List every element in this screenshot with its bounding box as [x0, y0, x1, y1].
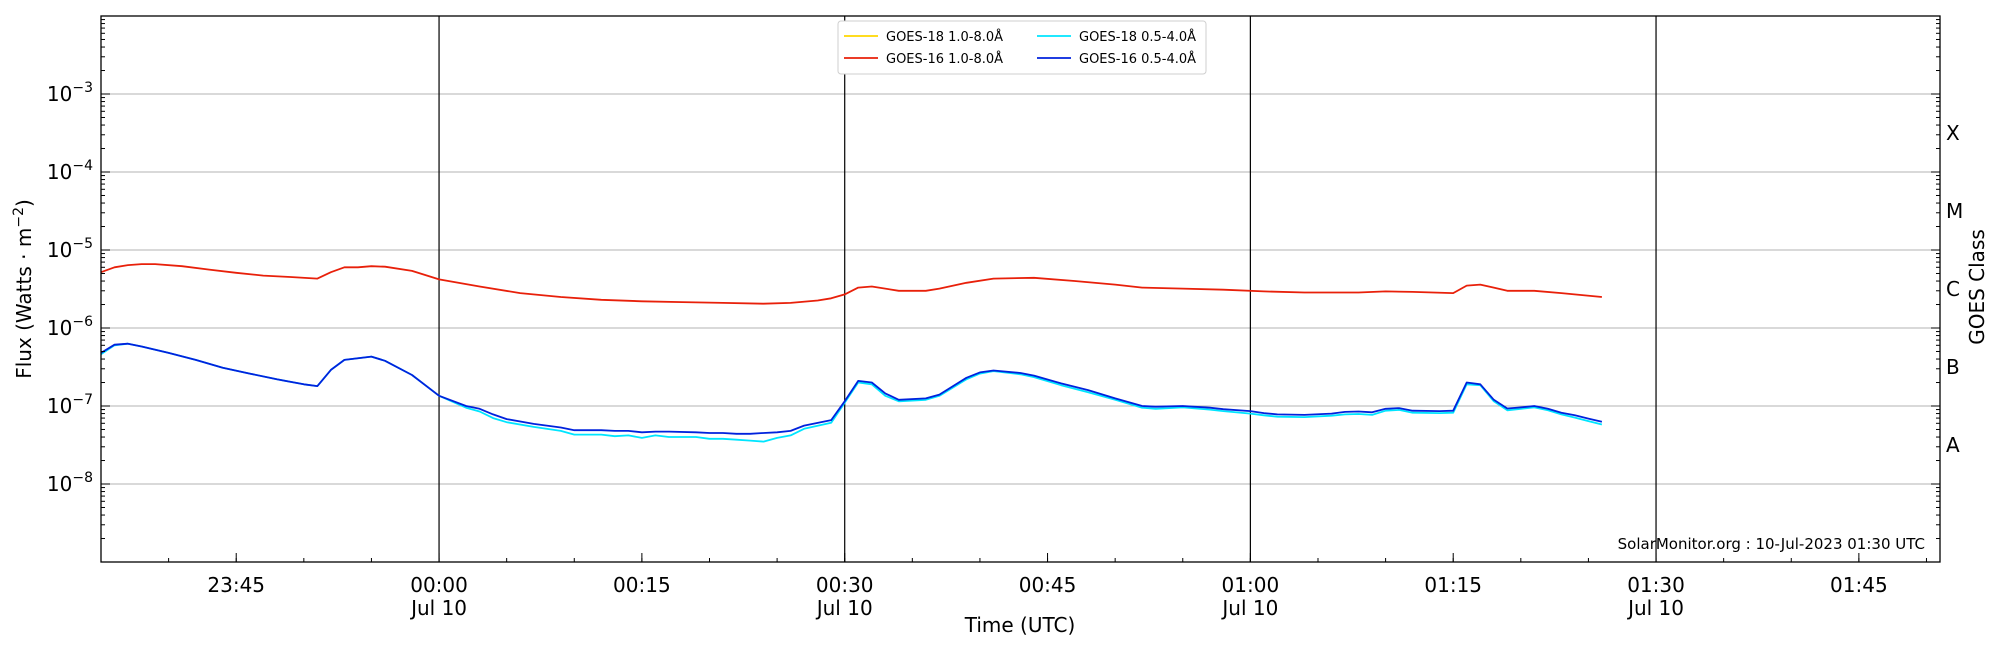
- series-layer: [100, 263, 1603, 443]
- x-tick-label: 00:00: [410, 573, 468, 597]
- goes-class-label: A: [1946, 433, 1960, 457]
- x-tick-label: 23:45: [207, 573, 265, 597]
- x-tick-label: 01:15: [1424, 573, 1482, 597]
- x-tick-date-label: Jul 10: [815, 596, 873, 620]
- y-tick-label: 10−6: [47, 314, 93, 340]
- y-tick-label: 10−3: [47, 80, 93, 106]
- x-tick-date-label: Jul 10: [409, 596, 467, 620]
- goes-class-label: C: [1946, 277, 1960, 301]
- y-axis-title: Flux (Watts · m−2): [11, 199, 36, 379]
- x-tick-label: 01:30: [1627, 573, 1685, 597]
- credit-text: SolarMonitor.org : 10-Jul-2023 01:30 UTC: [1618, 535, 1925, 553]
- x-tick-label: 00:15: [613, 573, 671, 597]
- x-tick-label: 01:45: [1830, 573, 1888, 597]
- legend-label: GOES-18 1.0-8.0Å: [886, 29, 1003, 45]
- x-tick-label: 00:45: [1019, 573, 1077, 597]
- legend-box: [837, 20, 1207, 75]
- goes-class-label: X: [1946, 121, 1960, 145]
- series-line-goes-16-1-0-8-0-: [100, 263, 1602, 305]
- grid-layer: [101, 16, 1940, 562]
- goes-class-label: B: [1946, 355, 1960, 379]
- legend: GOES-18 1.0-8.0Å GOES-16 1.0-8.0Å GOES-18 …: [837, 20, 1207, 75]
- goes-class-axis-title: GOES Class: [1965, 229, 1989, 345]
- goes-class-label: M: [1946, 199, 1963, 223]
- y-tick-label: 10−7: [47, 392, 93, 418]
- x-tick-date-label: Jul 10: [1626, 596, 1684, 620]
- series-line-goes-16-0-5-4-0-: [100, 342, 1603, 435]
- x-tick-label: 00:30: [816, 573, 874, 597]
- y-tick-label: 10−5: [47, 236, 93, 262]
- x-axis-title: Time (UTC): [964, 613, 1076, 637]
- legend-label: GOES-16 1.0-8.0Å: [886, 51, 1003, 67]
- x-tick-label: 01:00: [1222, 573, 1280, 597]
- legend-label: GOES-16 0.5-4.0Å: [1079, 51, 1196, 67]
- y-tick-label: 10−8: [47, 470, 93, 496]
- x-tick-date-label: Jul 10: [1220, 596, 1278, 620]
- y-tick-label: 10−4: [47, 158, 93, 184]
- legend-label: GOES-18 0.5-4.0Å: [1079, 29, 1196, 45]
- plot-frame: [100, 15, 1941, 563]
